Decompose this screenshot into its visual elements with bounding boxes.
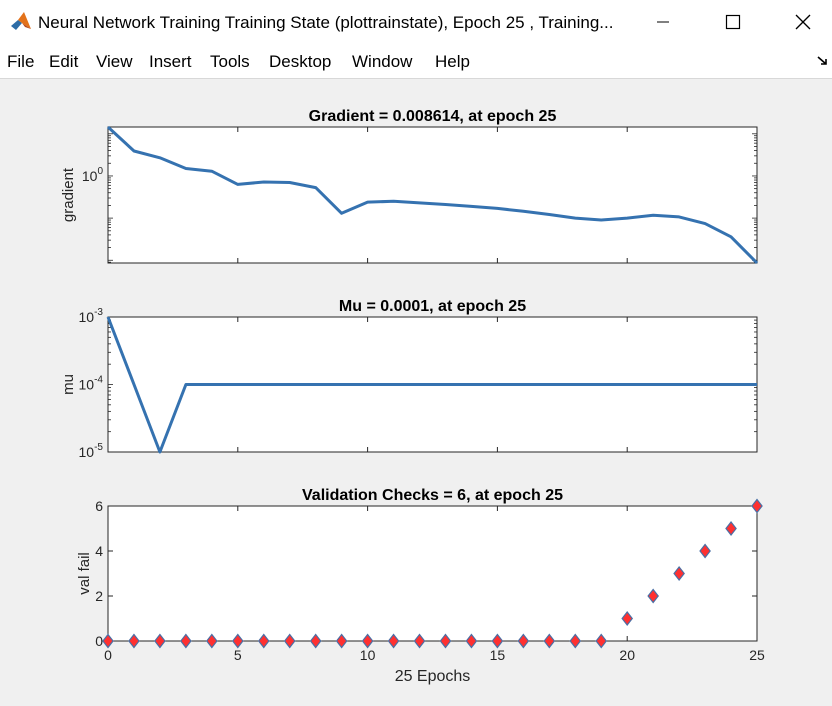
data-point-marker: [595, 633, 608, 649]
x-tick-label: 25: [749, 647, 765, 663]
data-point-marker: [673, 566, 685, 581]
maximize-icon: [725, 14, 741, 30]
data-point-marker: [647, 588, 659, 604]
data-point-marker: [154, 633, 166, 649]
axes-title: Gradient = 0.008614, at epoch 25: [309, 108, 557, 125]
y-tick-exponent: -3: [94, 307, 103, 318]
axes-title: Validation Checks = 6, at epoch 25: [302, 487, 563, 504]
matlab-logo-icon: [11, 12, 31, 30]
data-point-marker: [465, 633, 478, 649]
window-titlebar: Neural Network Training Training State (…: [0, 0, 832, 44]
y-tick-base: 10: [82, 168, 98, 184]
y-tick-base: 10: [79, 444, 95, 460]
menu-tools[interactable]: Tools: [210, 52, 250, 71]
y-tick-exponent: -4: [94, 375, 103, 386]
data-point-marker: [491, 633, 504, 649]
menu-help[interactable]: Help: [435, 52, 470, 71]
y-tick-base: 10: [79, 309, 95, 325]
y-axis-label: gradient: [60, 167, 77, 222]
data-point-marker: [180, 633, 192, 649]
data-point-marker: [413, 633, 426, 649]
menu-bar: File Edit View Insert Tools Desktop Wind…: [0, 44, 832, 79]
data-point-marker: [751, 498, 763, 514]
axes-frame: [107, 505, 758, 642]
x-tick-label: 15: [490, 647, 506, 663]
series-line: [106, 125, 759, 265]
menu-insert[interactable]: Insert: [149, 52, 192, 71]
y-tick-label: 10-5: [79, 442, 104, 460]
x-tick-label: 20: [619, 647, 635, 663]
x-axis-label: 25 Epochs: [395, 668, 471, 685]
data-point-marker: [206, 633, 218, 649]
maximize-button[interactable]: [710, 0, 756, 44]
y-tick-exponent: -5: [94, 442, 103, 453]
x-tick-label: 5: [234, 647, 242, 663]
minimize-button[interactable]: [640, 0, 686, 44]
y-tick-exponent: 0: [97, 166, 103, 177]
y-tick-base: 10: [79, 377, 95, 393]
y-tick-label: 6: [95, 498, 103, 514]
data-point-marker: [725, 521, 737, 536]
data-point-marker: [335, 633, 348, 649]
y-tick-label: 10-3: [79, 307, 104, 325]
data-point-marker: [102, 633, 114, 649]
x-tick-label: 0: [104, 647, 112, 663]
menu-file[interactable]: File: [7, 52, 35, 71]
data-point-marker: [439, 633, 452, 649]
y-tick-label: 2: [95, 588, 103, 604]
data-point-marker: [128, 633, 140, 649]
y-tick-label: 10-4: [79, 375, 104, 393]
axes-panel-3: 0 2 4 6 0 5 10 15 20 25 Validation Checks = 6, at …: [76, 487, 765, 685]
x-tick-label: 10: [360, 647, 376, 663]
data-point-marker: [517, 633, 530, 649]
close-icon: [795, 14, 811, 30]
series-line: [106, 316, 757, 454]
y-axis-label: val fail: [76, 552, 93, 595]
minimize-icon: [657, 21, 669, 23]
y-tick-label: 0: [95, 633, 103, 649]
axes-panel-1: 100 Gradient = 0.008614, at epoch 25 gradi…: [60, 108, 759, 265]
y-tick-label: 4: [95, 543, 103, 559]
menu-window[interactable]: Window: [352, 52, 413, 71]
data-point-marker: [257, 633, 270, 649]
data-point-marker: [543, 633, 556, 649]
close-button[interactable]: [780, 0, 826, 44]
y-axis-label: mu: [60, 374, 77, 395]
y-tick-label: 100: [82, 166, 104, 184]
data-point-marker: [309, 633, 322, 649]
menu-view[interactable]: View: [96, 52, 133, 71]
window-title: Neural Network Training Training State (…: [38, 13, 614, 32]
axes-frame: [107, 126, 758, 264]
data-point-marker: [699, 543, 711, 559]
data-point-marker: [361, 633, 374, 649]
data-point-marker: [621, 611, 634, 626]
data-point-marker: [569, 633, 582, 649]
dock-arrow-icon[interactable]: [816, 54, 830, 68]
data-point-marker: [231, 633, 244, 649]
data-point-marker: [387, 633, 400, 649]
menu-desktop[interactable]: Desktop: [269, 52, 332, 71]
data-point-marker: [283, 633, 296, 649]
axes-title: Mu = 0.0001, at epoch 25: [339, 298, 526, 315]
menu-edit[interactable]: Edit: [49, 52, 79, 71]
